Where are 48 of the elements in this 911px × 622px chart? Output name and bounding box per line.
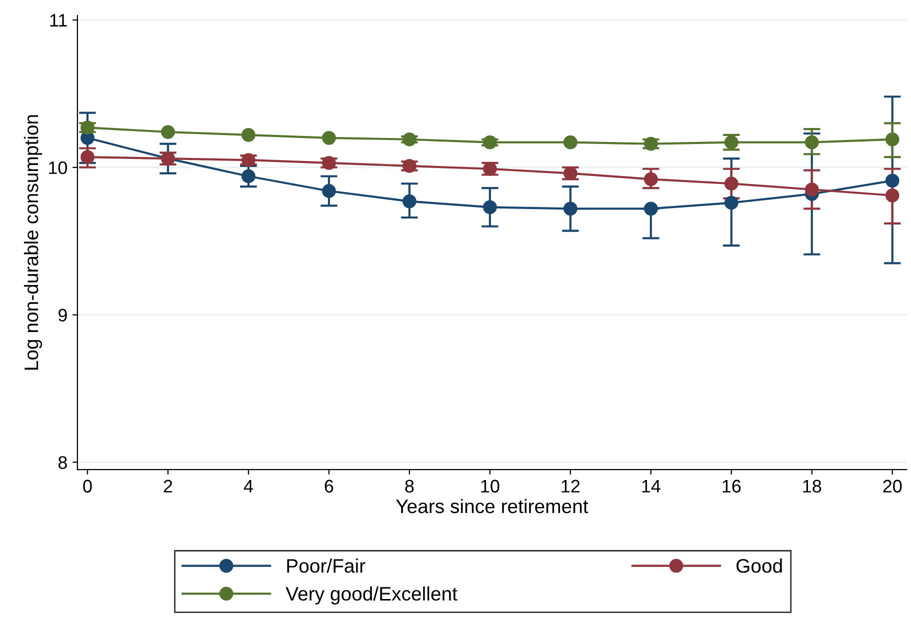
point — [482, 162, 497, 176]
x-tick-label: 8 — [405, 480, 414, 493]
x-tick-label: 18 — [803, 480, 822, 493]
legend-label: Poor/Fair — [287, 558, 366, 573]
point — [80, 150, 94, 164]
x-axis-title: Years since retirement — [396, 498, 588, 514]
point — [804, 135, 819, 150]
point — [242, 128, 256, 142]
x-tick-label: 14 — [642, 480, 660, 492]
point — [644, 172, 658, 186]
x-tick-label: 10 — [481, 480, 500, 493]
point — [563, 166, 578, 180]
point — [724, 176, 738, 191]
x-tick-label: 12 — [562, 480, 580, 492]
point — [482, 200, 497, 214]
x-tick-label: 0 — [83, 480, 92, 493]
y-tick-label: 11 — [50, 14, 67, 27]
point — [724, 196, 738, 210]
point — [563, 202, 578, 216]
point — [885, 188, 900, 202]
point — [563, 135, 578, 150]
point — [242, 153, 256, 167]
point — [322, 156, 336, 170]
y-axis-title: Log non-durable consumption — [24, 115, 42, 370]
point — [644, 202, 658, 216]
point — [885, 132, 900, 146]
x-tick-label: 20 — [883, 480, 902, 493]
y-tick-label: 8 — [58, 456, 67, 469]
x-tick-label: 2 — [164, 480, 172, 492]
point — [804, 182, 819, 196]
point — [322, 184, 336, 198]
point — [80, 120, 94, 135]
y-tick-label: 10 — [49, 161, 68, 174]
legend-label: Good — [736, 558, 782, 573]
point — [322, 130, 336, 145]
point — [885, 174, 900, 188]
y-tick-label: 9 — [58, 308, 67, 322]
point — [161, 125, 175, 139]
point — [644, 136, 658, 151]
point — [402, 158, 416, 173]
x-tick-label: 16 — [722, 480, 741, 493]
point — [482, 135, 497, 150]
point — [242, 169, 256, 184]
point — [402, 132, 416, 146]
legend-label: Very good/Excellent — [286, 586, 458, 604]
x-tick-label: 4 — [244, 480, 253, 492]
point — [402, 194, 416, 208]
x-tick-label: 6 — [324, 480, 334, 493]
